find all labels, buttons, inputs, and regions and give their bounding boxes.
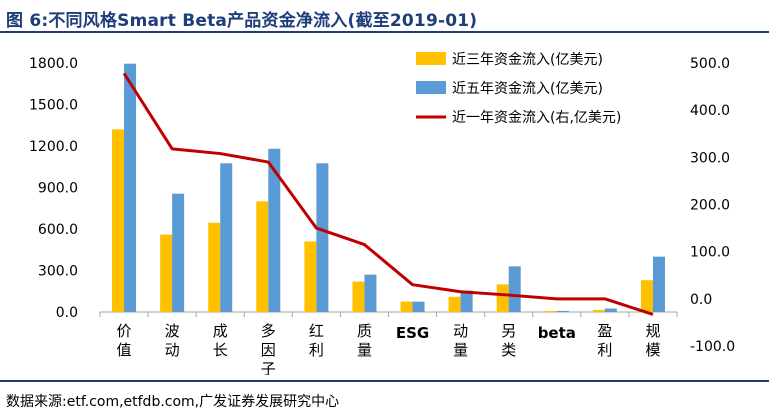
source-bar: 数据来源:etf.com,etfdb.com,广发证券发展研究中心 [0,380,769,419]
legend-swatch-5y [416,81,446,94]
y-right-tick-label: 500.0 [690,56,730,72]
legend-label-1y: 近一年资金流入(右,亿美元) [452,110,621,126]
source-note: 数据来源:etf.com,etfdb.com,广发证券发展研究中心 [6,394,340,410]
bar-5y [364,274,377,312]
bar-3y [544,310,557,312]
x-tick-label: 质量 [357,322,372,359]
y-right-tick-label: 0.0 [690,292,712,308]
bar-5y [556,310,569,312]
bar-3y [160,234,173,312]
bar-3y [256,201,269,312]
y-left-tick-label: 1200.0 [29,139,78,155]
page-title: 图 6:不同风格Smart Beta产品资金净流入(截至2019-01) [6,11,478,31]
bar-3y [640,280,653,312]
bar-5y [508,266,521,312]
chart-container: 0.0 300.0 600.0 900.0 1200.0 1500.0 1800.0 -100… [0,35,769,378]
y-left-tick-label: 600.0 [38,222,78,238]
legend-label-3y: 近三年资金流入(亿美元) [452,52,603,68]
legend-label-5y: 近五年资金流入(亿美元) [452,81,603,97]
y-right-tick-label: 200.0 [690,198,730,214]
bar-3y [496,284,509,312]
title-bar: 图 6:不同风格Smart Beta产品资金净流入(截至2019-01) [0,0,769,33]
y-left-tick-label: 1800.0 [29,56,78,72]
legend-swatch-3y [416,52,446,65]
bar-5y [268,148,281,312]
bar-5y [124,63,137,312]
y-left-tick-label: 0.0 [56,305,78,321]
bar-3y [592,309,605,312]
bar-5y [604,308,617,312]
x-tick-label: 价值 [117,322,132,359]
x-tick-label: 红利 [309,322,324,359]
y-left-tick-label: 300.0 [38,264,78,280]
bar-3y [208,222,221,312]
x-tick-label: 动量 [453,322,468,359]
line-1y [122,72,654,316]
x-tick-label: 波动 [165,322,180,359]
x-tick-label: 成长 [213,322,228,359]
x-tick-label: beta [538,324,576,342]
bar-5y [316,163,329,312]
bar-3y [112,129,125,312]
bar-5y [460,290,473,312]
y-left-tick-label: 1500.0 [29,98,78,114]
bar-3y [304,241,317,312]
bar-5y [412,301,425,312]
bar-5y [172,193,185,312]
x-tick-label: 规模 [645,322,660,359]
bar-3y [352,281,365,312]
y-right-tick-label: -100.0 [690,339,735,355]
x-tick-label: ESG [396,324,429,342]
bar-5y [220,163,233,312]
x-tick-label: 另类 [501,322,516,359]
bar-3y [400,301,413,312]
y-left-tick-label: 900.0 [38,181,78,197]
bar-3y [448,296,461,312]
y-right-tick-label: 100.0 [690,245,730,261]
y-right-tick-label: 400.0 [690,103,730,119]
y-right-tick-label: 300.0 [690,150,730,166]
x-tick-label: 多因子 [261,322,276,375]
x-tick-label: 盈利 [597,322,612,359]
fund-flow-chart: 0.0 300.0 600.0 900.0 1200.0 1500.0 1800.0 -100… [29,52,735,378]
bar-5y [652,256,665,312]
